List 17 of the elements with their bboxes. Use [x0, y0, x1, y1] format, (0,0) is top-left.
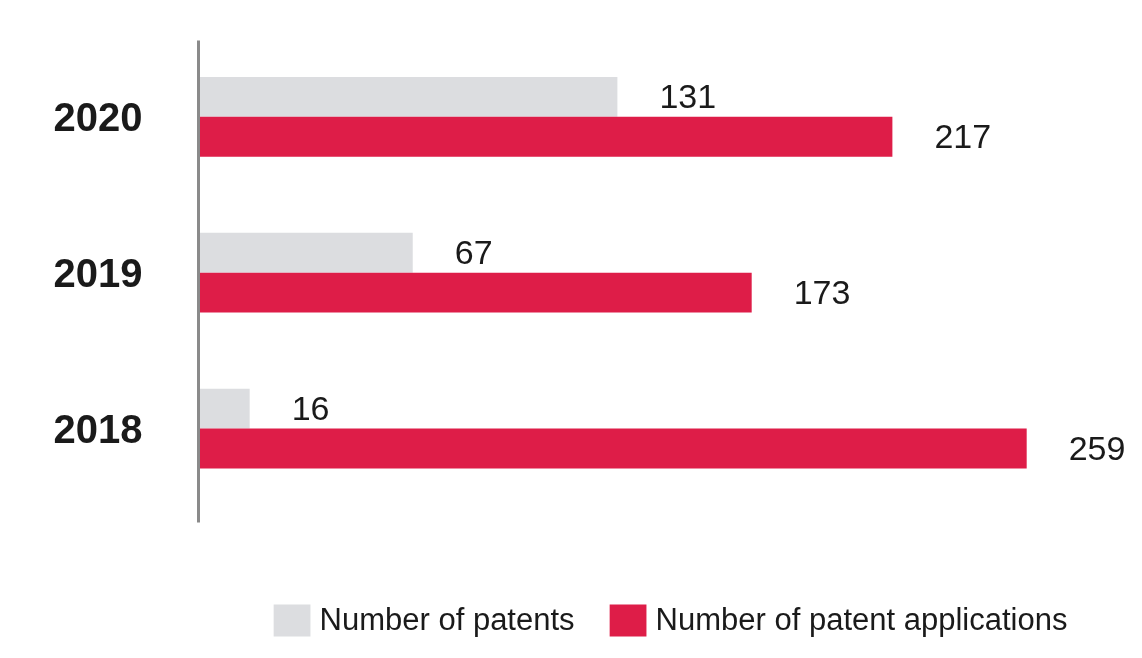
bar	[198, 116, 893, 157]
data-label: 217	[934, 117, 992, 156]
bar	[198, 388, 250, 429]
data-label: 259	[1068, 429, 1126, 467]
y-tick-label: 2018	[53, 406, 143, 451]
bar	[198, 232, 413, 273]
bar	[198, 272, 752, 313]
data-label: 67	[454, 233, 493, 272]
y-tick-label: 2020	[53, 94, 143, 139]
data-label: 131	[659, 77, 717, 116]
legend-label: Number of patents	[319, 602, 575, 638]
y-tick-label: 2019	[53, 250, 143, 295]
data-label: 16	[291, 389, 330, 428]
data-label: 173	[793, 273, 851, 312]
legend-label: Number of patent applications	[655, 602, 1068, 638]
bar	[198, 428, 1027, 469]
bar	[198, 76, 618, 117]
